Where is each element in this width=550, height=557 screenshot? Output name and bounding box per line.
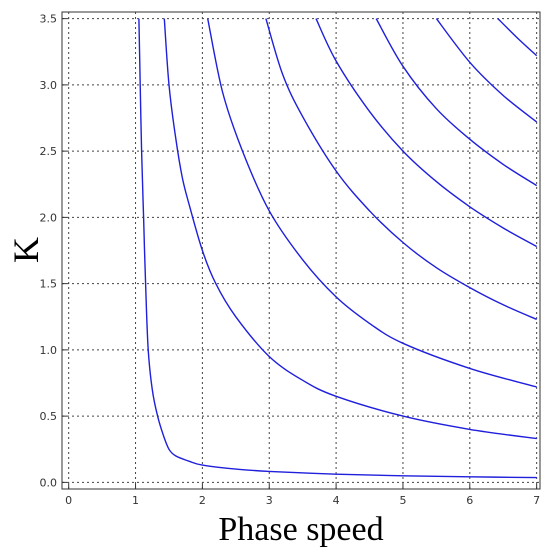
- series-line-3: [207, 18, 537, 388]
- x-tick-label: 3: [266, 494, 273, 507]
- series-line-5: [315, 18, 538, 248]
- x-axis-title: Phase speed: [218, 511, 383, 548]
- y-tick-label: 1.5: [40, 278, 58, 291]
- series-line-1: [138, 18, 537, 479]
- x-tick-label: 7: [533, 494, 540, 507]
- plot-frame: [61, 11, 541, 490]
- series-line-4: [265, 18, 537, 321]
- series-group: [138, 18, 538, 479]
- x-tick-label: 2: [199, 494, 206, 507]
- series-line-2: [163, 18, 537, 440]
- x-tick-label: 6: [466, 494, 473, 507]
- x-tick-label: 4: [333, 494, 340, 507]
- x-tick-label: 1: [132, 494, 139, 507]
- y-tick-label: 1.0: [40, 344, 58, 357]
- x-tick-label: 0: [65, 494, 72, 507]
- y-axis-title: K: [6, 237, 46, 263]
- y-tick-label: 0.5: [40, 410, 58, 423]
- y-tick-label: 3.5: [40, 13, 58, 26]
- series-line-6: [375, 18, 538, 187]
- y-tick-label: 2.5: [40, 145, 58, 158]
- y-tick-label: 2.0: [40, 211, 58, 224]
- x-axis: 0 1 2 3 4 5 6 7: [65, 484, 540, 507]
- series-line-7: [435, 18, 538, 123]
- y-tick-label: 3.0: [40, 79, 58, 92]
- series-line-8: [497, 18, 538, 57]
- x-tick-label: 5: [399, 494, 406, 507]
- y-axis: 0.0 0.5 1.0 1.5 2.0 2.5 3.0 3.5: [40, 13, 67, 489]
- y-tick-label: 0.0: [40, 476, 58, 489]
